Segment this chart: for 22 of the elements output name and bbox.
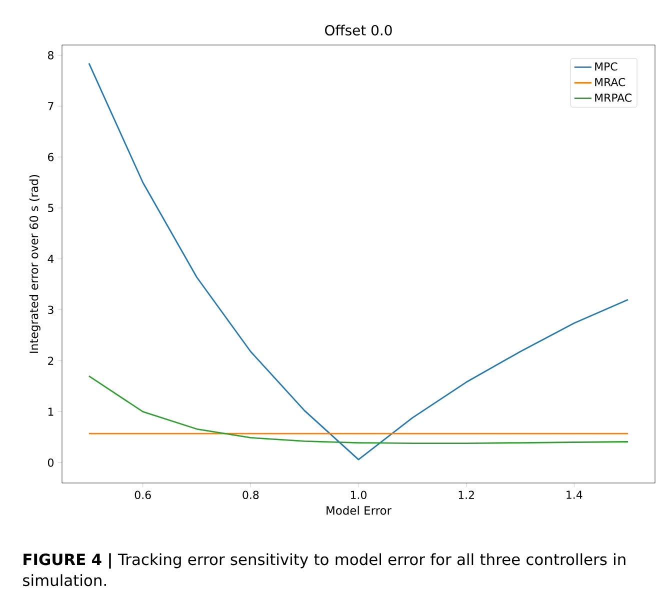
line-series (88, 375, 629, 444)
y-tick-label: 6 (48, 152, 54, 162)
chart-title: Offset 0.0 (325, 24, 392, 36)
y-tick-label: 8 (48, 51, 54, 60)
x-tick-label: 1.4 (566, 490, 582, 499)
y-tick-label: 3 (48, 306, 54, 314)
y-tick-label: 2 (48, 356, 54, 365)
legend-label: MPC (595, 62, 618, 71)
text: FIGURE 4 | Tracking error sensitivity to model error for all three controllers in simulation. (23, 553, 626, 586)
y-tick-label: 7 (48, 102, 54, 110)
x-axis-title: Model Error (326, 506, 392, 515)
x-tick-label: 1.2 (458, 490, 474, 499)
y-tick-label: 5 (48, 204, 54, 212)
y-tick-label: 4 (48, 254, 54, 263)
x-tick-label: 0.8 (242, 490, 259, 500)
x-tick-label: 1.0 (350, 490, 366, 500)
legend-label: MRAC (595, 78, 626, 86)
y-tick-label: 1 (48, 408, 54, 416)
y-axis-title: Integrated error over 60 s (rad) (29, 175, 40, 353)
y-tick-label: 0 (48, 458, 54, 467)
x-tick-label: 0.6 (134, 490, 151, 500)
legend-label: MRPAC (595, 94, 632, 102)
